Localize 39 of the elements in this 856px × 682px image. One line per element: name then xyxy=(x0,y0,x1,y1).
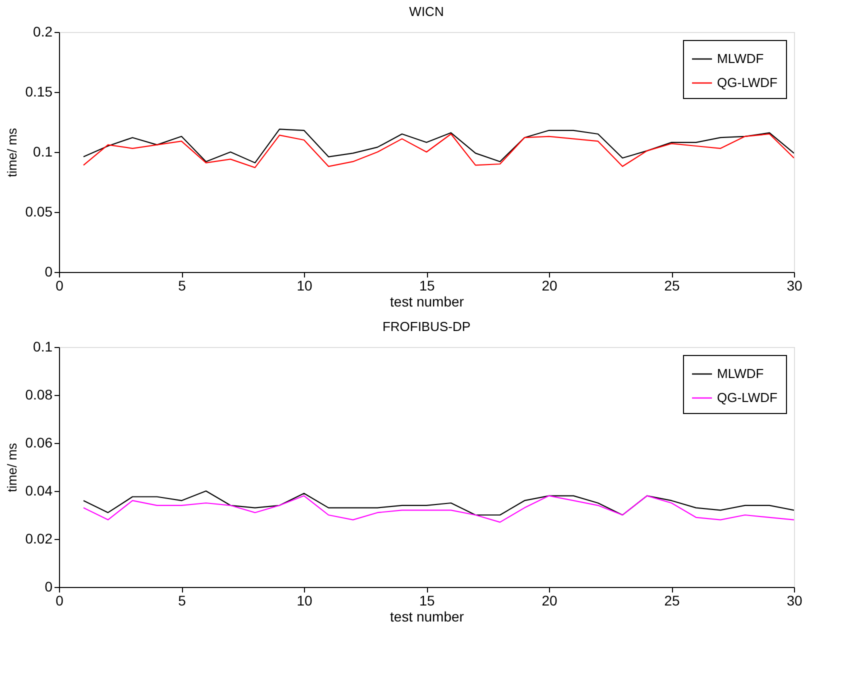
x-tick-label: 0 xyxy=(56,278,64,294)
y-tick-label: 0.02 xyxy=(25,530,53,546)
y-tick-label: 0.06 xyxy=(25,434,53,450)
x-tick-label: 30 xyxy=(786,278,802,294)
x-tick-label: 25 xyxy=(664,592,680,608)
x-tick-label: 20 xyxy=(542,278,558,294)
legend-label: QG-LWDF xyxy=(717,390,778,405)
x-tick-label: 10 xyxy=(296,278,312,294)
y-tick-label: 0.1 xyxy=(33,144,53,160)
x-tick-label: 25 xyxy=(664,278,680,294)
x-tick-label: 10 xyxy=(296,592,312,608)
line-series xyxy=(82,133,794,168)
legend-label: MLWDF xyxy=(717,366,764,381)
legend-label: QG-LWDF xyxy=(717,75,778,90)
x-tick-label: 15 xyxy=(419,278,435,294)
line-series xyxy=(82,128,794,164)
x-axis-title: test number xyxy=(390,294,464,310)
y-axis-title: time/ ms xyxy=(4,127,20,178)
x-tick-label: 30 xyxy=(786,592,802,608)
x-axis-title: test number xyxy=(390,608,464,624)
y-tick-label: 0.15 xyxy=(25,84,53,100)
chart-title: WICN xyxy=(409,4,444,19)
line-series xyxy=(82,490,794,516)
x-tick-label: 20 xyxy=(542,592,558,608)
line-series xyxy=(82,495,794,523)
x-tick-label: 5 xyxy=(178,278,186,294)
y-tick-label: 0.04 xyxy=(25,482,53,498)
y-tick-label: 0.2 xyxy=(33,24,53,40)
y-tick-label: 0.08 xyxy=(25,386,53,402)
y-axis-title: time/ ms xyxy=(4,442,20,492)
y-tick-label: 0.1 xyxy=(33,338,53,354)
y-tick-label: 0 xyxy=(44,264,53,280)
y-tick-label: 0.05 xyxy=(25,204,53,220)
x-tick-label: 15 xyxy=(419,592,435,608)
x-tick-label: 5 xyxy=(178,592,186,608)
x-tick-label: 0 xyxy=(56,592,64,608)
legend-label: MLWDF xyxy=(717,51,764,66)
chart-title: FROFIBUS-DP xyxy=(382,319,471,334)
y-tick-label: 0 xyxy=(44,578,53,594)
